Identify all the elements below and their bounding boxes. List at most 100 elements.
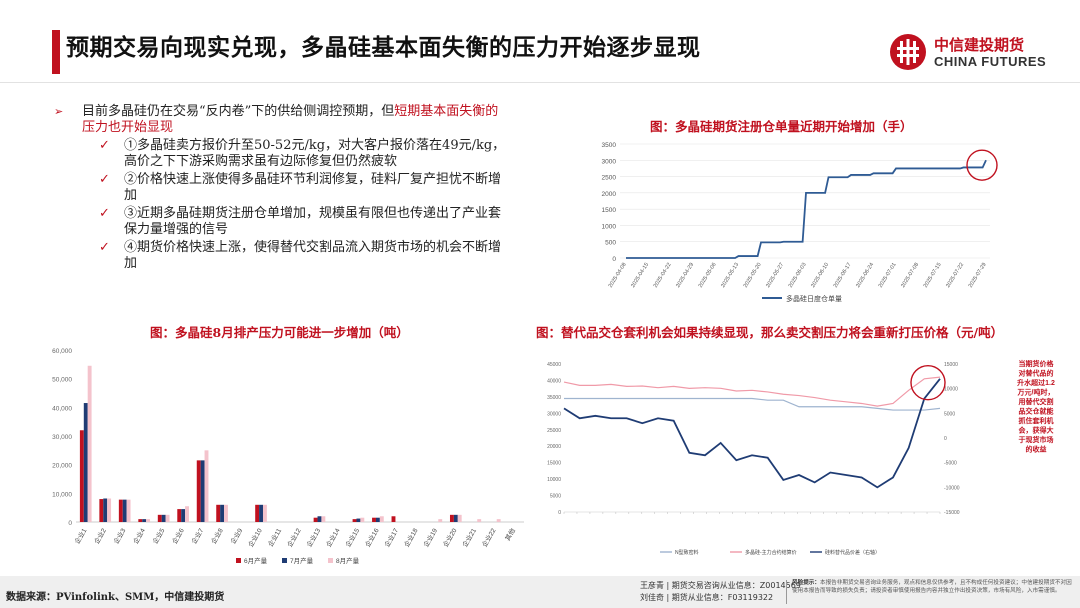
author-2: 刘佳奇 | 期货从业信息：F03119322 <box>640 593 774 602</box>
chart2-xtick-label: 企业9 <box>228 526 244 545</box>
chart3-legend-label: 硅料替代品价差（右轴） <box>825 549 880 556</box>
bullet-sub-1: ✓ ①多晶硅卖方报价升至50-52元/kg，对大客户报价落在49元/kg，高价之下… <box>52 138 507 170</box>
chart2-bar <box>146 519 151 522</box>
chart3-ytick-label: 45000 <box>547 362 561 368</box>
chart3-arbitrage-lines: 0 5000 10000 15000 20000 25000 30000 35000 40000… <box>547 359 1055 556</box>
chart3-ytick-right-label: -15000 <box>944 510 960 516</box>
author-1: 王彦青 | 期货交易咨询从业信息：Z0014569 <box>640 581 801 590</box>
chart3-legend-label: N型致密料 <box>675 549 699 556</box>
chart3-series-line <box>563 376 941 407</box>
chart3-annotation-line: 当期货价格 <box>1019 359 1055 368</box>
chart3-highlight-circle <box>910 364 946 401</box>
chart1-xtick-label: 2025-05-06 <box>698 262 718 289</box>
chart3-ytick-right-label: 10000 <box>944 387 958 393</box>
chart2-legend-label: 7月产量 <box>290 556 314 565</box>
chart2-bar <box>220 504 225 522</box>
chart2-xtick-label: 企业13 <box>304 526 322 548</box>
chart1-xtick-label: 2025-07-15 <box>923 262 943 289</box>
chart2-xtick-label: 企业11 <box>266 526 284 548</box>
chart2-bar <box>449 514 454 522</box>
chart2-xtick-label: 企业17 <box>382 526 400 548</box>
chart1-ytick-label: 2500 <box>602 175 617 182</box>
company-logo: 中信建投期货 CHINA FUTURES <box>888 30 1048 74</box>
chart1-xtick-label: 2025-07-22 <box>945 262 965 289</box>
chart2-xtick-label: 企业22 <box>480 526 498 548</box>
footer-divider <box>786 580 787 604</box>
bullet-sub-2: ✓ ②价格快速上涨使得多晶硅环节利润修复，硅料厂复产担忧不断增加 <box>52 172 507 204</box>
chart1-xtick-label: 2025-06-17 <box>833 262 853 289</box>
chart1-highlight-circle <box>966 149 998 181</box>
chart2-bar <box>391 516 396 522</box>
chart1-ytick-label: 3500 <box>602 142 617 149</box>
chart2-ytick-label: 40,000 <box>52 405 72 412</box>
chart3-ytick-label: 0 <box>558 510 561 516</box>
chart1-ytick-label: 500 <box>605 240 616 247</box>
bullet-main-text: 目前多晶硅仍在交易“反内卷”下的供给侧调控预期，但 <box>82 104 395 119</box>
chart2-bar <box>224 504 228 522</box>
chart1-series-line <box>626 159 987 259</box>
chart3-ytick-right-label: -10000 <box>944 485 960 491</box>
check-icon: ✓ <box>99 206 110 221</box>
chart2-bar <box>352 519 357 522</box>
chart1-xtick-label: 2025-06-24 <box>855 262 875 289</box>
chart2-xtick-label: 企业7 <box>189 526 205 545</box>
chart2-legend-swatch <box>236 558 241 563</box>
chart2-legend-swatch <box>282 558 287 563</box>
chart3-annotation-line: 会，获得大 <box>1019 426 1054 435</box>
chart2-ytick-label: 60,000 <box>52 348 72 355</box>
chart3-legend-label: 多晶硅-主力合约结算价 <box>745 549 797 556</box>
chart2-ytick-label: 10,000 <box>52 491 72 498</box>
chart1-ytick-label: 0 <box>612 256 616 263</box>
chart3-annotation-line: 的收益 <box>1026 445 1047 454</box>
chart2-bar <box>453 514 458 522</box>
chart2-bar <box>79 430 84 522</box>
chart1-xtick-label: 2025-07-01 <box>878 262 898 289</box>
chart2-bar <box>99 499 104 522</box>
chart1-legend-label: 多晶硅日度仓单量 <box>786 294 842 303</box>
chart3-ytick-right-label: 0 <box>944 436 947 442</box>
chart1-ytick-label: 2000 <box>602 191 617 198</box>
chart2-bar <box>185 506 189 522</box>
chart2-bar <box>83 403 88 522</box>
chart2-bar <box>87 365 92 522</box>
chart1-xtick-label: 2025-07-29 <box>968 262 988 289</box>
risk-disclaimer: 风险提示：本报告非期货交易咨询业务服务，观点和信息仅供参考，且不构成任何投资建议… <box>792 579 1076 606</box>
chart2-bar <box>317 516 322 522</box>
chart2-xtick-label: 企业15 <box>343 526 361 548</box>
chart2-bar <box>477 519 482 522</box>
chart2-bar <box>107 498 112 522</box>
chart2-ytick-label: 30,000 <box>52 434 72 441</box>
chart3-ytick-right-label: 15000 <box>944 362 958 368</box>
chart3-ytick-label: 5000 <box>550 494 561 500</box>
chart2-bar <box>122 499 127 522</box>
chart2-xtick-label: 企业20 <box>441 526 459 548</box>
chart1-xtick-label: 2025-06-03 <box>788 262 808 289</box>
chart2-bar <box>255 504 260 522</box>
chart2-xtick-label: 企业16 <box>363 526 381 548</box>
chart2-bar <box>196 460 201 522</box>
page-title: 预期交易向现实兑现，多晶硅基本面失衡的压力开始逐步显现 <box>66 35 701 61</box>
chart2-bar <box>360 517 365 522</box>
chart2-bar <box>379 516 384 522</box>
chart2-ytick-label: 20,000 <box>52 463 72 470</box>
chart2-bar <box>103 498 108 522</box>
chart1-xtick-label: 2025-05-27 <box>765 262 785 289</box>
chart2-bar <box>356 518 361 522</box>
chart2-xtick-label: 企业3 <box>111 526 127 545</box>
chart2-bar <box>216 504 221 522</box>
chart2-bar <box>259 504 263 522</box>
chart1-xtick-label: 2025-06-10 <box>810 262 830 289</box>
chart2-ytick-label: 50,000 <box>52 377 72 384</box>
chart2-bar <box>262 504 267 522</box>
chart3-ytick-label: 10000 <box>547 477 561 483</box>
chart3-series-line <box>563 378 941 489</box>
chart2-xtick-label: 企业2 <box>92 526 108 545</box>
chart1-xtick-label: 2025-04-08 <box>608 262 628 289</box>
chart3-annotation: 当期货价格对替代品的升水超过1.2 万元/吨时，用替代交割品交仓就能抓住套利机会，… <box>1017 359 1055 454</box>
chart2-ytick-label: 0 <box>68 520 72 527</box>
chart3-ytick-label: 20000 <box>547 444 561 450</box>
risk-label: 风险提示： <box>792 580 820 586</box>
chart3-ytick-right-label: -5000 <box>944 461 957 467</box>
citic-logo-icon <box>890 34 926 70</box>
